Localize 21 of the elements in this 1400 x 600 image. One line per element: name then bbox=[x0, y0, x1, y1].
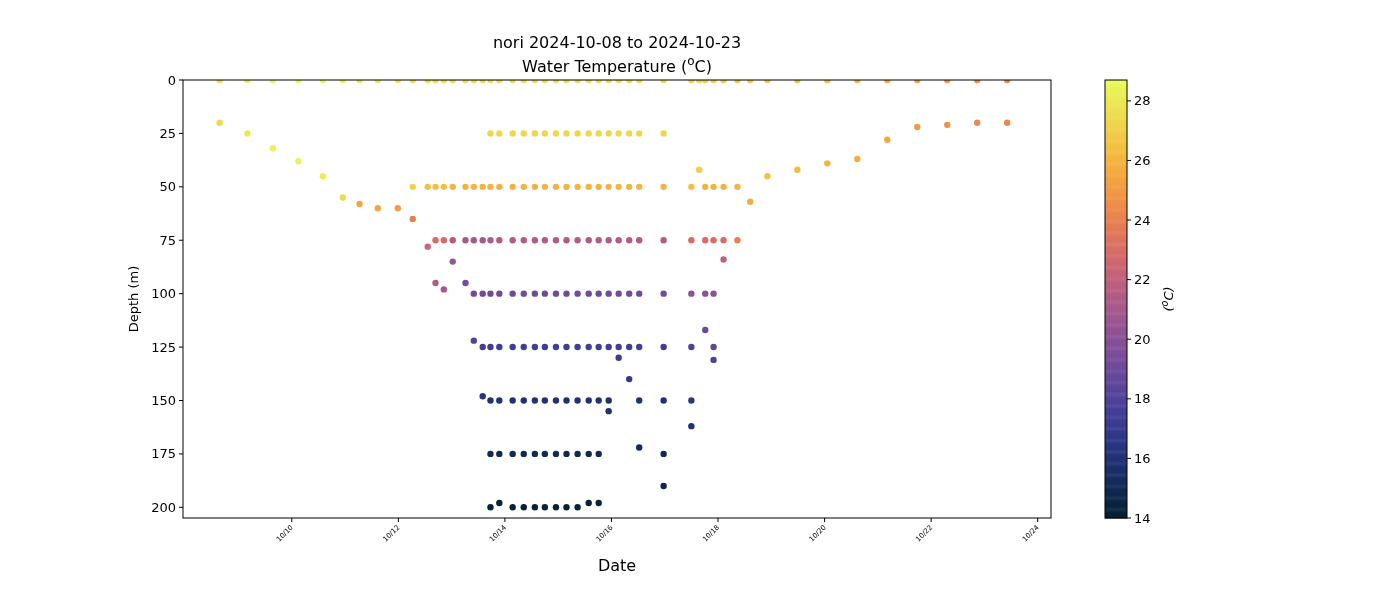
y-tick-label: 75 bbox=[159, 232, 176, 248]
y-tick-label: 100 bbox=[151, 286, 176, 302]
color-bar-label: 22 bbox=[1134, 272, 1151, 288]
color-bar-label: 24 bbox=[1134, 212, 1151, 228]
y-tick-label: 150 bbox=[151, 393, 176, 409]
color-bar-label: 18 bbox=[1134, 391, 1151, 407]
y-tick-label: 0 bbox=[167, 72, 176, 88]
color-bar-label: 20 bbox=[1134, 331, 1151, 347]
chart-subtitle: Water Temperature ($^{o}$C) bbox=[522, 54, 712, 76]
color-bar-label: 16 bbox=[1134, 450, 1151, 466]
y-tick-label: 125 bbox=[151, 339, 176, 355]
y-tick-label: 200 bbox=[151, 499, 176, 515]
chart-title: nori 2024-10-08 to 2024-10-23 bbox=[492, 33, 742, 52]
color-bar-label: 26 bbox=[1134, 153, 1151, 168]
y-axis-title: Depth (m) bbox=[126, 265, 141, 333]
color-bar-label: 14 bbox=[1134, 510, 1151, 526]
y-tick-label: 25 bbox=[159, 125, 176, 141]
x-axis-title: Date bbox=[597, 556, 637, 575]
y-tick-label: 50 bbox=[159, 179, 176, 195]
color-bar-label: 28 bbox=[1134, 93, 1151, 109]
y-tick-label: 175 bbox=[151, 446, 176, 462]
